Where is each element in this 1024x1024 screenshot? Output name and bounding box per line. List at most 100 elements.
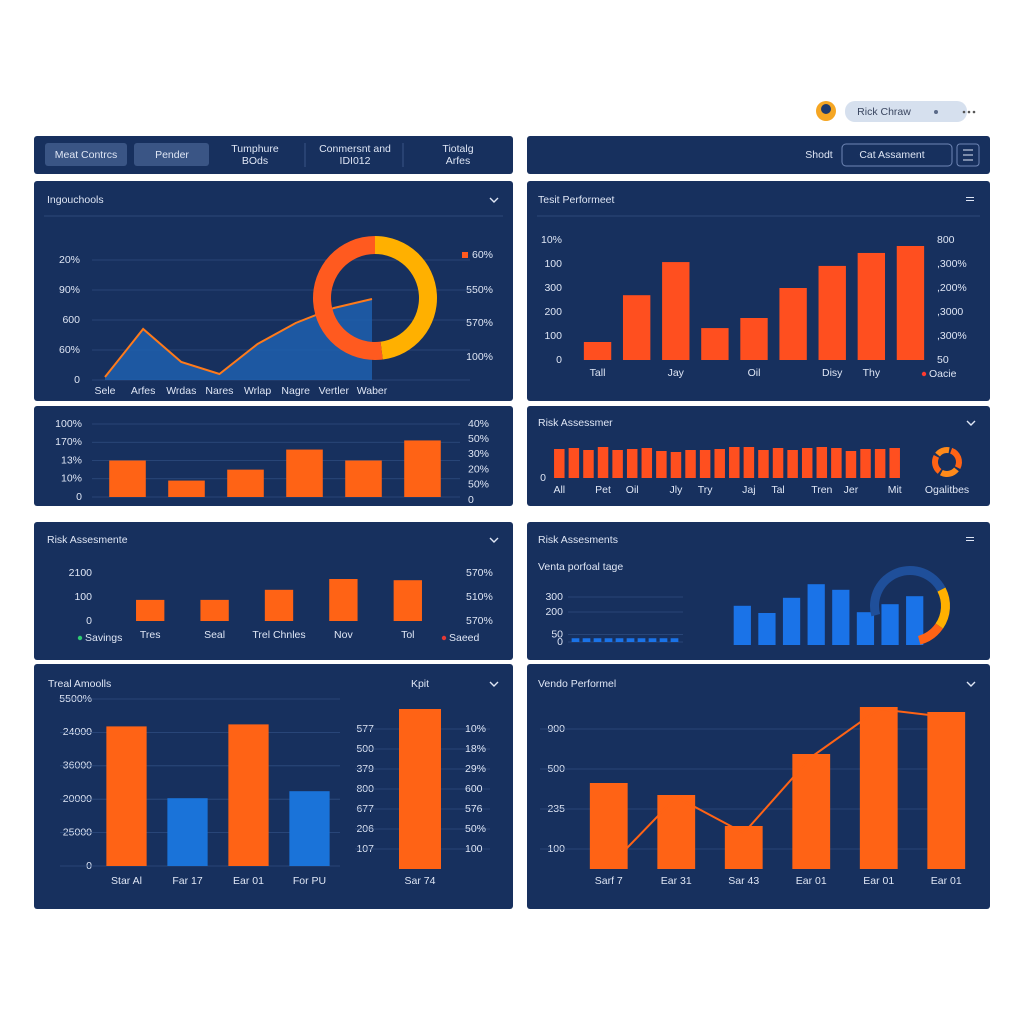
bar <box>860 449 871 478</box>
panel <box>34 406 513 506</box>
bar <box>583 342 612 360</box>
y-tick-label: 0 <box>556 354 562 366</box>
x-tick-label: Jly <box>670 484 684 496</box>
tab-label[interactable]: Tiotalg <box>442 143 473 155</box>
y-tick-label: 0 <box>76 491 82 503</box>
bar <box>906 596 924 645</box>
tab-label[interactable]: BOds <box>242 155 268 167</box>
x-tick-label: Thy <box>863 367 881 379</box>
panel-title: Risk Assesments <box>538 534 618 546</box>
bar <box>927 712 966 869</box>
x-tick-label: Tall <box>590 367 606 379</box>
bar <box>772 448 784 478</box>
chevron[interactable] <box>489 681 499 687</box>
x-tick-label: Tres <box>140 629 161 641</box>
y2-tick-label: 0 <box>468 494 474 506</box>
x-tick-label: Nares <box>205 385 233 397</box>
bar <box>831 448 842 478</box>
donut-segment <box>932 454 942 474</box>
tab-label[interactable]: Tumphure <box>231 143 279 155</box>
bar <box>106 726 147 866</box>
bar <box>571 638 580 642</box>
legend-dot <box>921 371 927 377</box>
y2-tick-label: 20% <box>468 463 489 475</box>
x-tick-label: Sar 43 <box>728 875 759 887</box>
bar <box>699 450 711 478</box>
bar <box>779 288 807 360</box>
x-tick-label: Nagre <box>281 385 310 397</box>
donut-segment <box>950 447 962 470</box>
tab-label[interactable]: Conmersnt and <box>319 143 391 155</box>
toolbar-button[interactable] <box>134 143 209 166</box>
chevron[interactable] <box>489 537 499 543</box>
bar <box>289 791 330 866</box>
x-tick-label: Wrlap <box>244 385 271 397</box>
donut-segment <box>312 236 383 361</box>
bar <box>807 584 825 645</box>
legend-swatch <box>462 252 468 258</box>
tab-label[interactable]: IDI012 <box>340 155 371 167</box>
bar <box>856 612 875 645</box>
panel-title: Ingouchools <box>47 194 104 206</box>
x-tick-label: Arfes <box>131 385 156 397</box>
y-tick-label: 300 <box>544 282 562 294</box>
chevron[interactable] <box>966 420 976 426</box>
donut-segment <box>935 447 950 457</box>
y2-tick-label: ,200% <box>937 282 967 294</box>
bar <box>758 613 776 645</box>
bar <box>740 318 768 360</box>
bar <box>593 638 602 642</box>
x-tick-label: Waber <box>357 385 388 397</box>
chevron[interactable] <box>489 197 499 203</box>
tab-label[interactable]: Arfes <box>446 155 471 167</box>
bar <box>286 449 323 497</box>
legend-label: Saeed <box>449 632 480 644</box>
x-tick-label: Ear 01 <box>796 875 827 887</box>
bar <box>227 469 264 497</box>
bar <box>393 580 422 621</box>
bar <box>729 447 740 478</box>
x-tick-label: Oil <box>626 484 639 496</box>
area-fill <box>105 299 372 380</box>
search-box[interactable] <box>841 143 953 167</box>
bar <box>889 448 900 478</box>
bar <box>816 447 828 478</box>
chevron[interactable] <box>966 681 976 687</box>
y-tick-label: 300 <box>545 591 563 603</box>
bar <box>701 328 729 360</box>
toolbar-button[interactable] <box>45 143 127 166</box>
y-tick-label: 60% <box>59 344 80 356</box>
y-tick-label: 20% <box>59 254 80 266</box>
bar <box>167 798 208 866</box>
bar <box>604 638 613 642</box>
more-menu[interactable] <box>962 110 976 114</box>
kpi-label: Kpit <box>411 678 429 690</box>
gauge-segment <box>935 587 950 629</box>
panel-title: Risk Assesmente <box>47 534 128 546</box>
line <box>608 707 947 868</box>
gauge-segment <box>918 623 943 645</box>
x-tick-label: Jaj <box>742 484 755 496</box>
bar <box>782 597 801 645</box>
y2-tick-label: 29% <box>465 763 486 775</box>
user-pill[interactable] <box>845 101 967 122</box>
bar <box>568 448 580 478</box>
bar <box>743 447 755 478</box>
y2-tick-label: 50% <box>468 479 489 491</box>
search-label: Shodt <box>805 149 833 161</box>
y2-tick-label: 18% <box>465 743 486 755</box>
panel <box>527 522 990 660</box>
menu-button[interactable] <box>956 143 980 167</box>
user-name: Rick Chraw <box>857 106 911 118</box>
bar <box>641 448 653 478</box>
x-tick-label: Disy <box>822 367 843 379</box>
x-tick-label: Star Al <box>111 875 142 887</box>
bar <box>659 638 668 642</box>
y-tick-label: 100% <box>55 418 82 430</box>
y-tick-label: 10% <box>61 473 82 485</box>
bar <box>896 246 925 360</box>
bar <box>657 795 696 869</box>
bar <box>648 638 657 642</box>
y2-tick-label: 570% <box>466 615 493 627</box>
